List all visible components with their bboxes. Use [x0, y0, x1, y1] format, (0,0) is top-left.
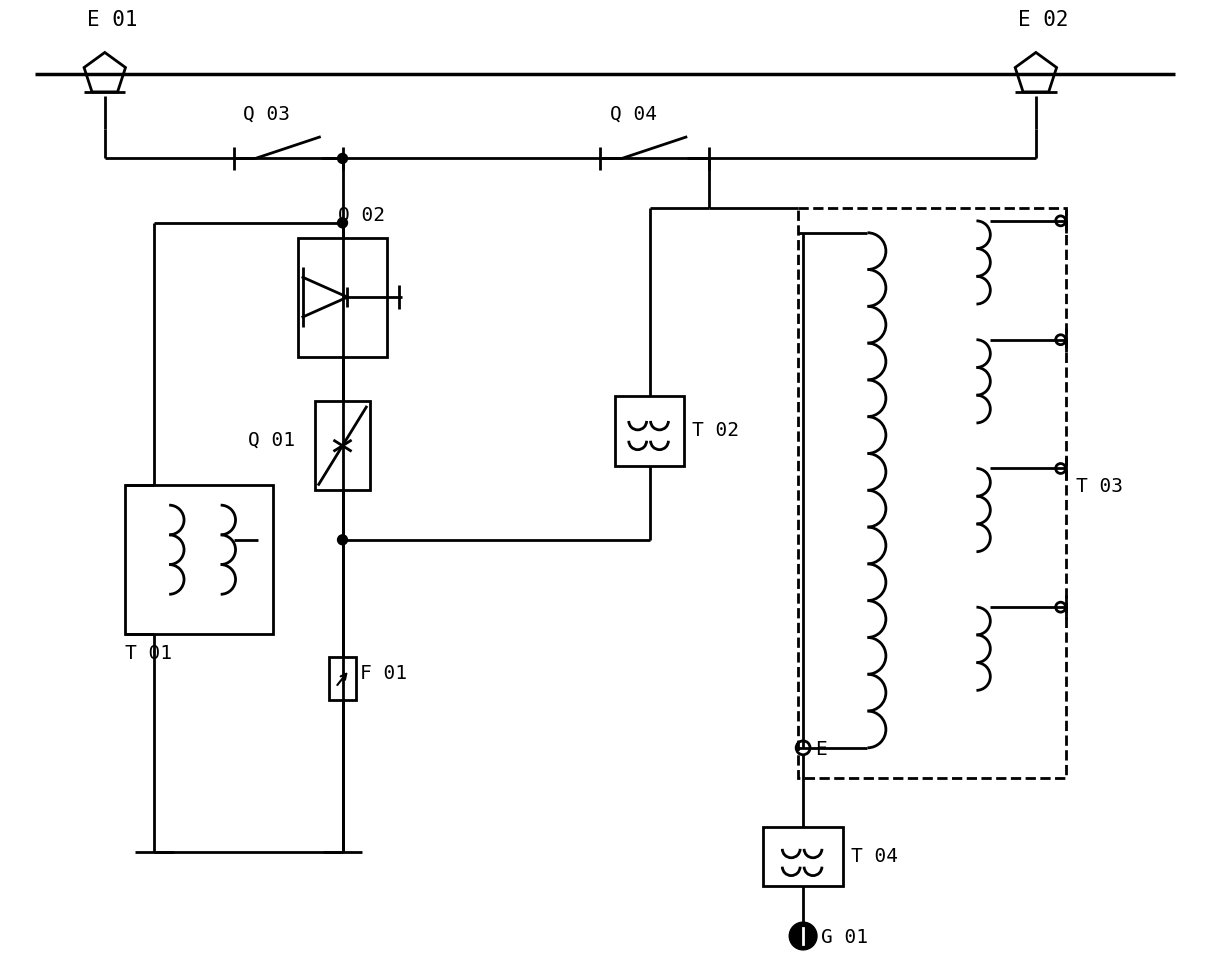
Text: Q 02: Q 02 [338, 206, 385, 225]
Circle shape [338, 218, 348, 228]
Circle shape [790, 923, 817, 949]
Text: F 01: F 01 [361, 664, 407, 683]
Text: Q 01: Q 01 [248, 431, 295, 450]
Text: E: E [815, 740, 827, 759]
Bar [315, 401, 371, 490]
Bar [125, 485, 274, 634]
Text: Q 04: Q 04 [610, 105, 656, 124]
Bar [615, 396, 684, 465]
Bar [298, 238, 388, 357]
Text: E 01: E 01 [87, 10, 138, 30]
Bar [798, 208, 1066, 778]
Bar [328, 657, 356, 700]
Text: T 03: T 03 [1075, 478, 1123, 497]
Text: T 04: T 04 [850, 847, 897, 866]
Text: T 01: T 01 [125, 643, 172, 663]
Bar [763, 827, 843, 886]
Text: E 02: E 02 [1018, 10, 1068, 30]
Circle shape [338, 535, 348, 545]
Text: G 01: G 01 [821, 928, 868, 947]
Circle shape [338, 153, 348, 163]
Text: Q 03: Q 03 [243, 105, 291, 124]
Text: T 02: T 02 [693, 421, 739, 440]
